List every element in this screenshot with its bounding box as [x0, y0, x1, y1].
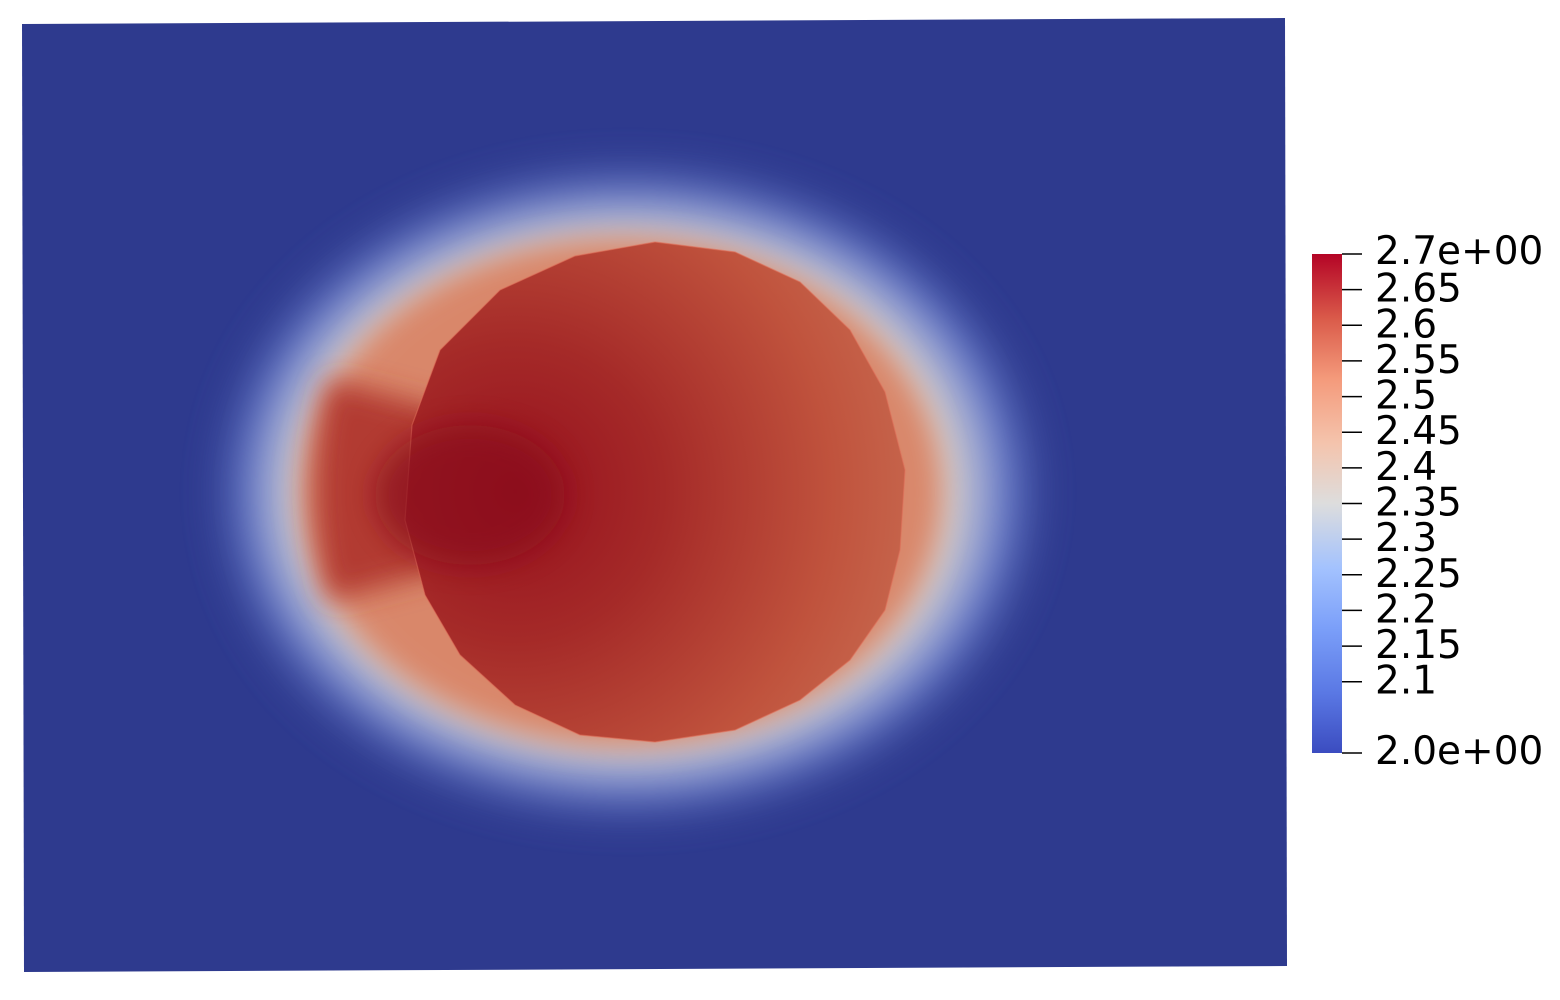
colorbar-tick-label-5: 2.4 — [1375, 445, 1437, 490]
colorbar-min-label: 2.0e+00 — [1375, 729, 1543, 774]
colorbar-tick-label-1: 2.6 — [1375, 302, 1437, 347]
colorbar-tick-label-10: 2.15 — [1375, 623, 1462, 668]
colorbar-max-label: 2.7e+00 — [1375, 229, 1543, 274]
colorbar-tick-label-9: 2.2 — [1375, 587, 1437, 632]
inclusion-hot-spot — [375, 425, 565, 565]
inclusion-core — [404, 241, 906, 743]
colorbar-tick-label-11: 2.1 — [1375, 659, 1437, 704]
colorbar-gradient — [1312, 254, 1342, 753]
colorbar-ticks: 2.652.62.552.52.452.42.352.32.252.22.152… — [1342, 267, 1462, 704]
inclusion-region — [236, 184, 1020, 800]
colorbar-tick-label-7: 2.3 — [1375, 516, 1437, 561]
colorbar-tick-label-4: 2.45 — [1375, 409, 1462, 454]
colorbar-tick-label-2: 2.55 — [1375, 338, 1462, 383]
colorbar-tick-label-8: 2.25 — [1375, 552, 1462, 597]
colorbar-tick-label-0: 2.65 — [1375, 267, 1462, 312]
colorbar-tick-label-3: 2.5 — [1375, 374, 1437, 419]
colorbar: 2.7e+00 2.0e+00 2.652.62.552.52.452.42.3… — [1312, 229, 1543, 774]
colorbar-tick-label-6: 2.35 — [1375, 481, 1462, 526]
